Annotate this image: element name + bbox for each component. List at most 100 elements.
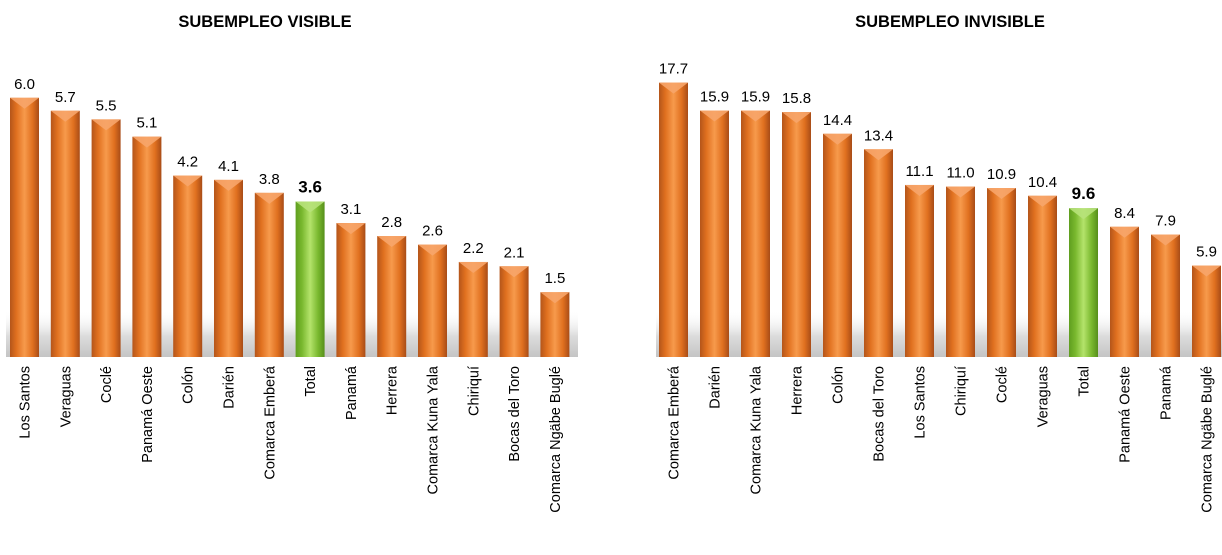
category-label-comarca-embera: Comarca Emberá	[262, 365, 278, 480]
bar-group-darien: 15.9 Darién	[700, 89, 729, 409]
bar-chiriqui	[458, 261, 488, 357]
value-label-colon: 4.2	[177, 154, 198, 171]
category-label-veraguas: Veraguas	[1036, 366, 1052, 427]
bar-group-bocas-del-toro: 2.1 Bocas del Toro	[499, 244, 529, 462]
value-label-total: 3.6	[298, 177, 322, 196]
value-label-comarca-kuna-yala: 15.9	[741, 89, 770, 106]
bar-group-bocas-del-toro: 13.4 Bocas del Toro	[864, 127, 893, 461]
value-label-los-santos: 6.0	[14, 76, 35, 93]
bar-comarca-embera	[659, 82, 688, 358]
category-label-colon: Colón	[181, 366, 197, 404]
bar-cap-veraguas	[50, 110, 80, 122]
bar-group-cocle: 5.5 Coclé	[91, 97, 121, 403]
bar-cap-panama-oeste	[132, 136, 162, 148]
category-label-cocle: Coclé	[99, 366, 115, 403]
bar-veraguas	[1028, 195, 1057, 357]
bar-cap-comarca-embera	[659, 82, 688, 94]
bar-bocas-del-toro	[499, 266, 529, 357]
bar-group-veraguas: 5.7 Veraguas	[50, 89, 80, 427]
bar-group-comarca-ngabe-bugle: 1.5 Comarca Ngäbe Buglé	[540, 270, 570, 513]
bar-cap-chiriqui	[946, 186, 975, 198]
bar-cap-herrera	[377, 236, 407, 248]
bar-group-veraguas: 10.4 Veraguas	[1028, 174, 1057, 427]
bar-total	[1069, 208, 1098, 357]
bar-colon	[823, 133, 852, 357]
value-label-comarca-embera: 17.7	[659, 61, 688, 78]
category-label-comarca-kuna-yala: Comarca Kuna Yala	[426, 365, 442, 494]
value-label-comarca-embera: 3.8	[259, 171, 280, 188]
bar-total	[295, 201, 325, 357]
value-label-veraguas: 5.7	[55, 89, 76, 106]
category-label-bocas-del-toro: Bocas del Toro	[507, 366, 523, 462]
category-label-comarca-embera: Comarca Emberá	[667, 365, 683, 480]
value-label-los-santos: 11.1	[905, 163, 933, 180]
bar-group-colon: 14.4 Colón	[823, 112, 852, 404]
category-label-chiriqui: Chiriquí	[466, 366, 482, 416]
bar-group-los-santos: 6.0 Los Santos	[10, 76, 39, 439]
bar-cap-los-santos	[905, 184, 934, 196]
value-label-total: 9.6	[1072, 184, 1096, 203]
bar-panama	[336, 223, 366, 357]
bar-cap-panama	[1151, 234, 1180, 246]
value-label-cocle: 5.5	[96, 97, 117, 114]
bar-cocle	[91, 119, 121, 358]
bar-cap-panama-oeste	[1110, 226, 1139, 238]
category-label-panama-oeste: Panamá Oeste	[140, 366, 156, 463]
value-label-panama-oeste: 8.4	[1114, 205, 1135, 222]
bar-los-santos	[905, 184, 934, 357]
bar-group-chiriqui: 11.0 Chiriquí	[946, 165, 975, 416]
value-label-chiriqui: 11.0	[946, 165, 974, 182]
chart-subempleo-invisible: 17.7 Comarca Emberá 15.9 Darién 15.9 Comarca …	[659, 61, 1221, 513]
bar-cap-los-santos	[10, 97, 39, 109]
value-label-comarca-kuna-yala: 2.6	[422, 223, 443, 240]
category-label-comarca-ngabe-bugle: Comarca Ngäbe Buglé	[548, 366, 564, 513]
bar-cap-total	[1069, 208, 1098, 220]
bar-darien	[214, 179, 243, 357]
bar-group-comarca-embera: 3.8 Comarca Emberá	[254, 171, 284, 480]
category-label-panama-oeste: Panamá Oeste	[1118, 366, 1134, 463]
bar-cap-comarca-kuna-yala	[741, 110, 770, 122]
bar-group-comarca-ngabe-bugle: 5.9 Comarca Ngäbe Buglé	[1192, 244, 1221, 513]
category-label-panama: Panamá	[1159, 365, 1175, 420]
bar-cap-bocas-del-toro	[864, 149, 893, 161]
bar-cap-comarca-ngabe-bugle	[1192, 265, 1221, 277]
category-label-bocas-del-toro: Bocas del Toro	[872, 366, 888, 462]
bar-cap-comarca-kuna-yala	[418, 244, 447, 256]
value-label-comarca-ngabe-bugle: 1.5	[544, 270, 565, 287]
bar-comarca-ngabe-bugle	[1192, 265, 1221, 357]
bar-cap-darien	[214, 179, 243, 191]
value-label-bocas-del-toro: 2.1	[504, 244, 525, 261]
category-label-darien: Darién	[708, 366, 724, 409]
bar-cap-darien	[700, 110, 729, 122]
bar-group-herrera: 15.8 Herrera	[782, 90, 811, 415]
bar-comarca-embera	[254, 192, 284, 357]
bar-panama-oeste	[1110, 226, 1139, 357]
value-label-cocle: 10.9	[987, 166, 1016, 183]
bar-herrera	[377, 236, 407, 357]
bar-cap-panama	[336, 223, 366, 235]
chart-title-visible: SUBEMPLEO VISIBLE	[178, 13, 352, 31]
value-label-chiriqui: 2.2	[463, 240, 484, 257]
value-label-herrera: 15.8	[782, 90, 811, 107]
category-label-los-santos: Los Santos	[913, 366, 929, 439]
category-label-herrera: Herrera	[385, 365, 401, 415]
bar-cap-herrera	[782, 112, 811, 124]
category-label-cocle: Coclé	[995, 366, 1011, 403]
bar-herrera	[782, 112, 811, 357]
category-label-comarca-kuna-yala: Comarca Kuna Yala	[749, 365, 765, 494]
value-label-comarca-ngabe-bugle: 5.9	[1196, 244, 1217, 261]
bar-colon	[173, 175, 203, 357]
category-label-herrera: Herrera	[790, 365, 806, 415]
bar-panama-oeste	[132, 136, 162, 357]
chart-subempleo-visible: 6.0 Los Santos 5.7 Veraguas 5.5 Coclé 5.1 Panam…	[10, 76, 570, 513]
category-label-colon: Colón	[831, 366, 847, 404]
bar-comarca-kuna-yala	[741, 110, 770, 357]
bar-group-panama-oeste: 5.1 Panamá Oeste	[132, 115, 162, 463]
bar-group-total: 3.6 Total	[295, 177, 325, 397]
bar-cap-comarca-ngabe-bugle	[540, 292, 570, 304]
value-label-darien: 4.1	[218, 158, 239, 175]
bar-cap-colon	[823, 133, 852, 145]
value-label-panama: 7.9	[1155, 213, 1176, 230]
bar-panama	[1151, 234, 1180, 357]
